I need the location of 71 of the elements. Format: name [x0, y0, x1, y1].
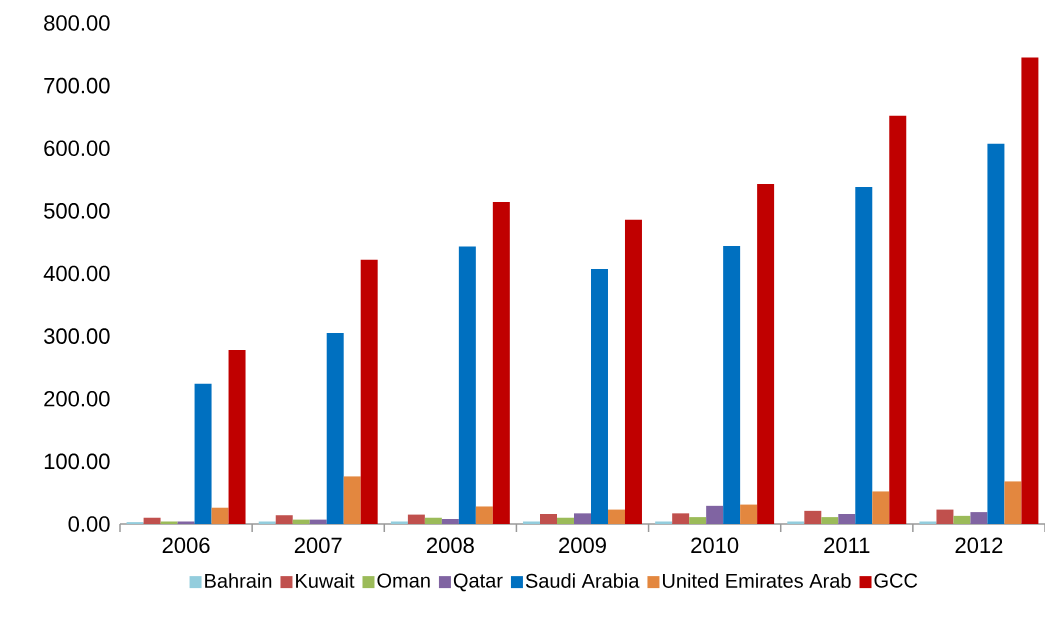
bar: [228, 349, 246, 524]
bar: [523, 521, 541, 524]
bar: [309, 519, 327, 524]
bar: [458, 246, 476, 524]
bar: [838, 513, 856, 524]
bar: [855, 187, 873, 524]
bar: [143, 517, 161, 524]
y-tick-label: 800.00: [44, 15, 110, 31]
bar: [475, 506, 493, 524]
bar: [194, 383, 212, 524]
x-tick-label: 2012: [955, 537, 1003, 554]
legend-label: Kuwait: [296, 573, 355, 588]
bar: [424, 517, 442, 524]
bar: [953, 515, 971, 524]
bar: [326, 332, 344, 524]
bar: [889, 115, 907, 524]
x-tick-label: 2007: [294, 537, 342, 554]
y-tick-label: 100.00: [44, 453, 110, 470]
bar: [292, 519, 310, 524]
bar: [655, 521, 673, 524]
x-tick-label: 2010: [691, 537, 739, 554]
legend-label: Saudi Arabia: [525, 573, 640, 588]
bar: [1021, 57, 1039, 524]
bar: [492, 202, 510, 524]
bar: [970, 512, 988, 524]
bar: [936, 509, 954, 524]
bar: [177, 521, 195, 524]
bar: [275, 515, 293, 524]
x-tick-label: 2009: [559, 537, 606, 554]
bar: [343, 476, 361, 524]
bar: [360, 259, 378, 524]
bar: [407, 514, 425, 524]
bar: [591, 269, 608, 524]
x-tick-label: 2008: [427, 537, 474, 554]
y-tick-label: 500.00: [44, 203, 110, 219]
y-tick-label: 400.00: [43, 265, 110, 282]
bar: [689, 517, 707, 524]
bar: [607, 509, 625, 524]
legend-label: United Emirates Arab: [662, 573, 851, 588]
bar: [258, 521, 276, 524]
x-tick-label: 2006: [162, 537, 210, 554]
bar: [390, 521, 408, 524]
bar: [540, 513, 558, 524]
bar: [672, 513, 690, 524]
bar: [723, 245, 741, 524]
bar: [1004, 481, 1022, 524]
bar: [624, 219, 642, 524]
bar: [787, 521, 805, 524]
bar: [757, 183, 775, 524]
bar: [919, 521, 937, 524]
bar: [441, 518, 459, 524]
bar: [706, 505, 724, 524]
bar: [557, 517, 575, 524]
x-tick-label: 2011: [824, 537, 870, 554]
bar: [211, 507, 229, 524]
bar: [872, 491, 890, 524]
y-tick-label: 300.00: [44, 328, 110, 344]
bar: [804, 510, 822, 524]
bar: [574, 513, 591, 524]
legend-label: Bahrain: [205, 573, 272, 588]
legend-label: GCC: [874, 573, 918, 588]
bar: [740, 504, 758, 524]
y-tick-label: 600.00: [44, 140, 110, 157]
legend-label: Oman: [377, 573, 430, 588]
bar: [821, 517, 839, 524]
legend-label: Qatar: [453, 573, 503, 592]
y-tick-label: 700.00: [44, 77, 110, 94]
y-tick-label: 200.00: [44, 390, 110, 407]
bar: [160, 521, 178, 524]
y-tick-label: 0.00: [68, 516, 110, 532]
bar: [987, 143, 1005, 524]
